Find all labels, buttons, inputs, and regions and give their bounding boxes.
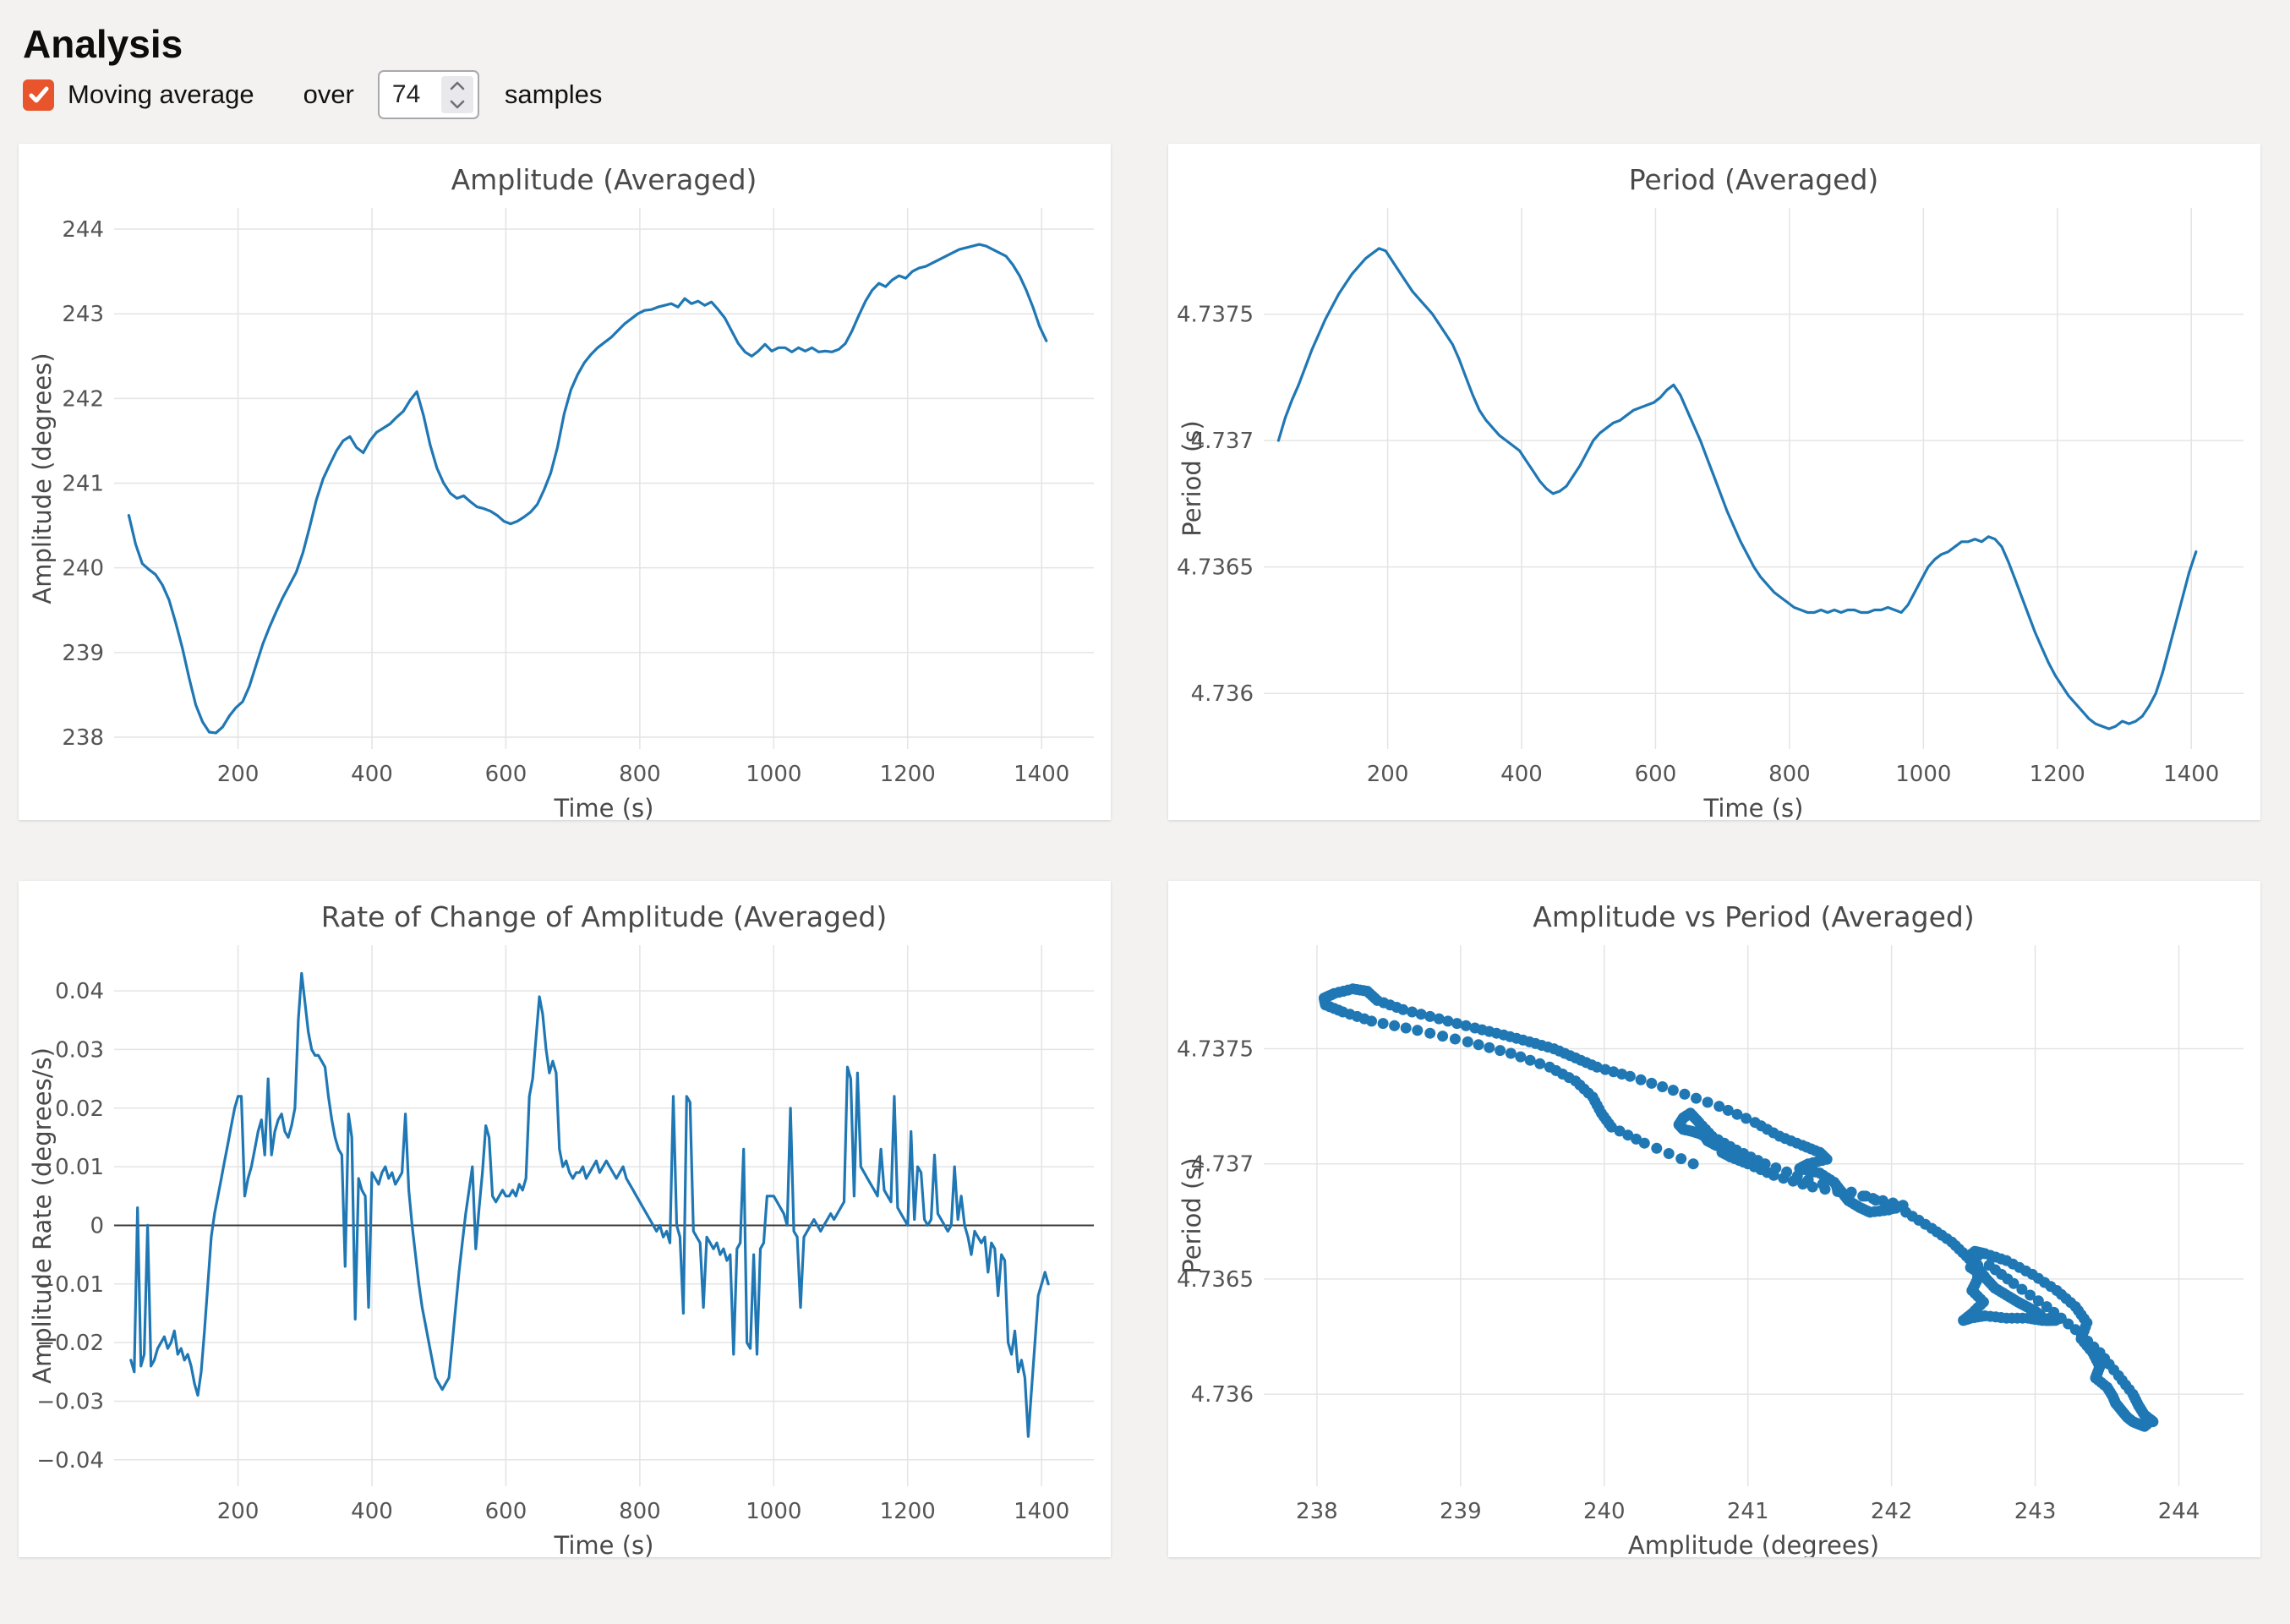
amplitude-rate-chart: 200 400 600 800 1000 1200 1400 −0.04 −0.03 −0.02 −… [28,900,1094,1557]
x-tick-label: 1400 [2163,762,2219,787]
page-title: Analysis [23,21,183,66]
chart-title: Amplitude (Averaged) [451,163,757,196]
x-tick-label: 600 [485,762,527,787]
checkmark-icon [28,84,50,106]
x-tick-label: 1200 [880,762,936,787]
y-tick-label: −0.03 [36,1389,104,1414]
x-tick-label: 400 [1500,762,1543,787]
y-tick-label: 241 [62,472,104,497]
samples-spinner [440,76,473,113]
x-tick-label: 800 [619,762,661,787]
x-tick-label: 800 [619,1499,661,1524]
y-tick-label: 4.7375 [1177,1037,1254,1063]
x-axis-label: Time (s) [1703,794,1804,820]
chevron-down-icon [449,100,466,109]
amplitude-vs-period-chart-panel: 238 239 240 241 242 243 244 4.736 4.7365 4.737 4.7… [1168,881,2260,1557]
x-tick-label: 200 [217,1499,260,1524]
y-tick-label: 4.7365 [1177,555,1254,581]
y-tick-label: 0.03 [55,1037,104,1063]
x-tick-label: 1200 [2030,762,2085,787]
y-tick-label: 4.736 [1191,681,1254,707]
x-tick-label: 241 [1727,1499,1769,1524]
amplitude-vs-period-chart: 238 239 240 241 242 243 244 4.736 4.7365 4.737 4.7… [1177,900,2244,1557]
x-tick-label: 1000 [746,762,801,787]
series-line [129,971,1050,1438]
moving-average-label: Moving average [68,79,254,109]
x-axis-label: Time (s) [554,1531,654,1557]
amplitude-chart: 200 400 600 800 1000 1200 1400 238 239 240 241 242 2… [28,163,1094,820]
x-tick-label: 1000 [1895,762,1951,787]
x-tick-label: 239 [1440,1499,1482,1524]
amplitude-rate-chart-panel: 200 400 600 800 1000 1200 1400 −0.04 −0.03 −0.02 −… [19,881,1111,1557]
y-axis-label: Period (s) [1178,420,1206,536]
samples-value: 74 [391,80,421,108]
y-tick-label: 238 [62,725,104,751]
series-line [1276,247,2198,730]
y-tick-label: 4.736 [1191,1382,1254,1408]
x-tick-label: 200 [217,762,260,787]
x-tick-label: 600 [485,1499,527,1524]
scatter-points [1318,983,2159,1432]
moving-average-controls: Moving average over 74 samples [23,69,602,120]
over-label: over [303,79,354,109]
amplitude-chart-panel: 200 400 600 800 1000 1200 1400 238 239 240 241 242 2… [19,144,1111,820]
x-tick-label: 1000 [746,1499,801,1524]
tick-labels: 200 400 600 800 1000 1200 1400 238 239 240 241 242 2… [62,217,1069,787]
series-line [127,243,1048,735]
y-tick-label: 0.01 [55,1155,104,1180]
x-tick-label: 400 [351,762,393,787]
y-tick-label: 0.02 [55,1096,104,1122]
y-tick-label: −0.02 [36,1331,104,1356]
y-tick-label: 242 [62,386,104,412]
y-tick-label: 4.737 [1191,429,1254,454]
x-tick-label: 1400 [1014,762,1069,787]
y-tick-label: −0.04 [36,1448,104,1474]
x-tick-label: 400 [351,1499,393,1524]
x-tick-label: 1400 [1014,1499,1069,1524]
y-tick-label: −0.01 [36,1272,104,1298]
samples-increment-button[interactable] [441,76,473,95]
x-axis-label: Time (s) [554,794,654,820]
grid-lines [1264,945,2244,1486]
y-axis-label: Amplitude Rate (degrees/s) [28,1047,57,1384]
samples-input[interactable]: 74 [377,70,479,119]
tick-labels: 200 400 600 800 1000 1200 1400 −0.04 −0.03 −0.02 −… [36,979,1069,1524]
grid-lines [114,945,1094,1486]
x-tick-label: 240 [1583,1499,1626,1524]
period-chart: 200 400 600 800 1000 1200 1400 4.736 4.7365 4.737… [1177,163,2244,820]
tick-labels: 200 400 600 800 1000 1200 1400 4.736 4.7365 4.737… [1177,303,2219,787]
x-tick-label: 242 [1871,1499,1913,1524]
y-tick-label: 240 [62,556,104,582]
x-tick-label: 600 [1635,762,1677,787]
y-tick-label: 4.7375 [1177,303,1254,328]
x-tick-label: 244 [2158,1499,2200,1524]
tick-labels: 238 239 240 241 242 243 244 4.736 4.7365 4.737 4.7… [1177,1037,2200,1524]
grid-lines [1264,208,2244,749]
chevron-up-icon [449,81,466,90]
chart-title: Rate of Change of Amplitude (Averaged) [321,900,887,933]
period-chart-panel: 200 400 600 800 1000 1200 1400 4.736 4.7365 4.737… [1168,144,2260,820]
y-tick-label: 0.04 [55,979,104,1004]
grid-lines [114,208,1094,749]
samples-decrement-button[interactable] [441,95,473,113]
x-tick-label: 800 [1768,762,1811,787]
y-tick-label: 4.737 [1191,1152,1254,1178]
moving-average-checkbox[interactable] [23,79,54,111]
y-tick-label: 0 [90,1213,104,1239]
chart-title: Period (Averaged) [1629,163,1879,196]
chart-title: Amplitude vs Period (Averaged) [1533,900,1974,933]
y-axis-label: Period (s) [1178,1157,1206,1273]
x-axis-label: Amplitude (degrees) [1628,1531,1879,1557]
y-axis-label: Amplitude (degrees) [28,353,57,604]
y-tick-label: 4.7365 [1177,1267,1254,1293]
x-tick-label: 1200 [880,1499,936,1524]
y-tick-label: 244 [62,217,104,243]
y-tick-label: 239 [62,641,104,666]
x-tick-label: 243 [2014,1499,2057,1524]
samples-label: samples [504,79,603,109]
y-tick-label: 243 [62,302,104,327]
x-tick-label: 238 [1296,1499,1338,1524]
x-tick-label: 200 [1367,762,1409,787]
